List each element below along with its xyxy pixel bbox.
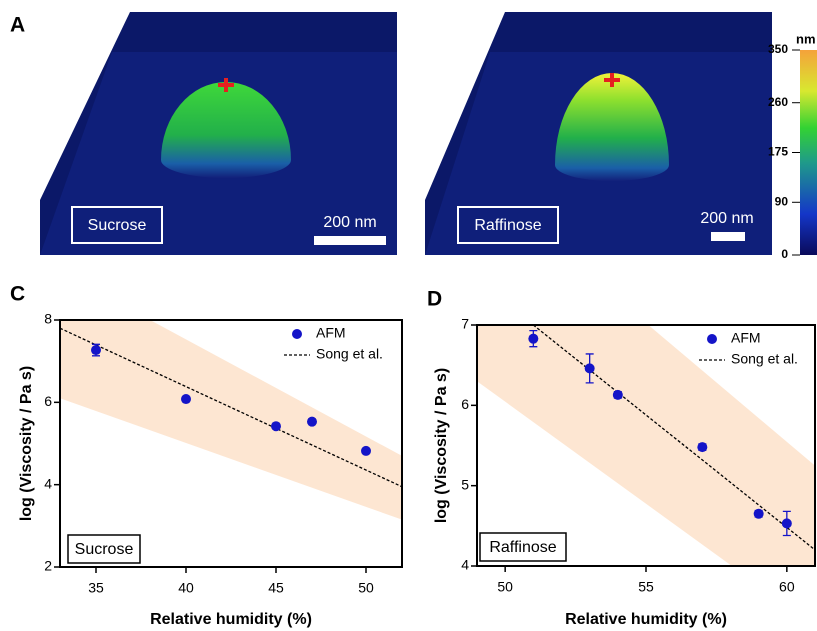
sample-label: Sucrose xyxy=(75,541,134,558)
legend-label: AFM xyxy=(731,330,761,346)
label-box xyxy=(71,206,163,244)
data-point xyxy=(753,508,764,519)
colorbar-tick-label: 0 xyxy=(781,247,788,261)
plot-frame xyxy=(59,319,403,568)
image-corner xyxy=(40,12,130,200)
y-tick-label: 7 xyxy=(461,316,469,332)
panel-letter: C xyxy=(10,283,25,306)
colorbar-unit: nm xyxy=(796,31,816,46)
data-point xyxy=(584,363,595,374)
x-tick-label: 45 xyxy=(268,580,284,596)
colorbar-tick-label: 350 xyxy=(768,42,788,56)
y-axis-label: log (Viscosity / Pa s) xyxy=(433,368,450,523)
data-point xyxy=(181,394,191,405)
legend-label: Song et al. xyxy=(316,346,383,362)
x-axis-label: Relative humidity (%) xyxy=(150,611,312,628)
image-corner xyxy=(425,12,505,200)
data-point xyxy=(307,416,317,427)
legend-label: Song et al. xyxy=(731,351,798,367)
x-tick-label: 55 xyxy=(638,579,654,595)
model-line xyxy=(532,325,815,551)
sample-label: Sucrose xyxy=(88,217,147,234)
legend-marker xyxy=(292,329,302,339)
x-tick-label: 40 xyxy=(178,580,194,596)
y-tick-label: 4 xyxy=(461,557,469,573)
scale-label: 200 nm xyxy=(700,210,753,227)
legend-marker xyxy=(707,334,717,344)
plot-area xyxy=(477,325,815,566)
x-tick-label: 50 xyxy=(497,579,513,595)
y-axis-label: log (Viscosity / Pa s) xyxy=(18,366,35,521)
droplet xyxy=(161,82,291,178)
tip-marker xyxy=(218,78,234,92)
data-point xyxy=(781,518,792,529)
colorbar-tick-label: 260 xyxy=(768,95,788,109)
scale-label: 200 nm xyxy=(323,214,376,231)
y-tick-label: 6 xyxy=(44,393,52,409)
label-box xyxy=(479,532,567,562)
x-tick-label: 60 xyxy=(779,579,795,595)
scale-bar xyxy=(314,236,386,245)
colorbar xyxy=(800,50,817,255)
y-tick-label: 6 xyxy=(461,396,469,412)
uncertainty-band xyxy=(477,325,815,566)
panel-letter: A xyxy=(10,14,25,37)
colorbar-tick-label: 175 xyxy=(768,145,788,159)
y-tick-label: 4 xyxy=(44,475,52,491)
data-point xyxy=(612,389,623,400)
colorbar-tick-label: 90 xyxy=(775,194,789,208)
data-point xyxy=(91,345,101,356)
y-tick-label: 5 xyxy=(461,476,469,492)
data-point xyxy=(271,421,281,432)
data-point xyxy=(361,445,371,456)
y-tick-label: 8 xyxy=(44,311,52,327)
tip-marker xyxy=(604,73,620,87)
y-tick-label: 2 xyxy=(44,558,52,574)
data-point xyxy=(528,333,539,344)
x-tick-label: 50 xyxy=(358,580,374,596)
label-box xyxy=(457,206,559,244)
x-tick-label: 35 xyxy=(88,580,104,596)
uncertainty-band xyxy=(60,320,402,520)
model-line xyxy=(60,327,402,488)
x-axis-label: Relative humidity (%) xyxy=(565,611,727,628)
panel-letter: D xyxy=(427,288,442,311)
label-box xyxy=(67,534,141,564)
plot-area xyxy=(60,320,402,520)
scale-bar xyxy=(711,232,745,241)
droplet xyxy=(555,73,669,181)
sample-label: Raffinose xyxy=(489,539,556,556)
sample-label: Raffinose xyxy=(474,217,541,234)
data-point xyxy=(697,442,708,453)
legend-label: AFM xyxy=(316,325,346,341)
